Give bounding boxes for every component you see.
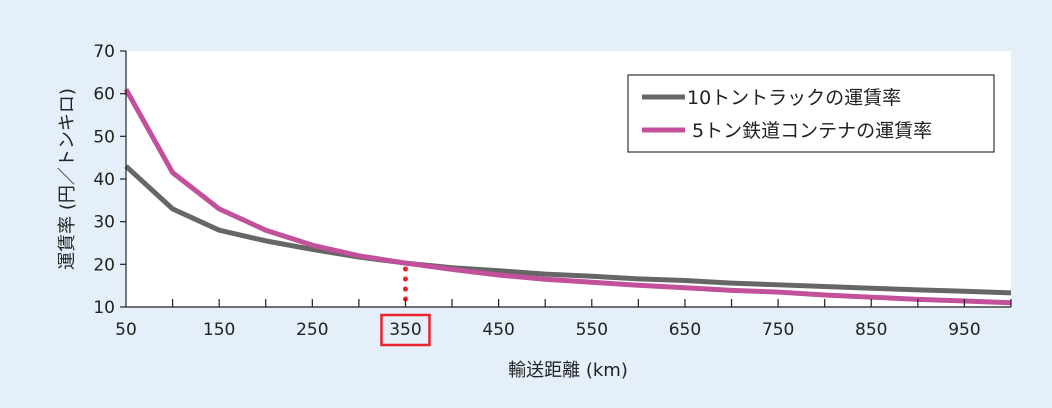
y-tick-label: 40 (93, 170, 115, 190)
x-tick-label: 450 (482, 320, 514, 340)
y-tick-label: 30 (93, 213, 115, 233)
x-tick-label: 250 (296, 320, 328, 340)
legend: 10トントラックの運賃率 5トン鉄道コンテナの運賃率 (627, 74, 995, 153)
y-tick-label: 70 (93, 42, 115, 62)
x-tick-label: 850 (855, 320, 887, 340)
x-tick-label: 950 (948, 320, 980, 340)
y-axis-title: 運賃率 (円／トンキロ) (57, 88, 78, 270)
x-tick-label: 550 (576, 320, 608, 340)
x-tick-labels: 50 150 250 350 450 550 650 750 850 950 (115, 320, 980, 340)
x-tick-label: 150 (203, 320, 235, 340)
series-line-0 (124, 164, 1012, 296)
series-layer (123, 88, 1012, 306)
series-line-1 (123, 88, 1012, 306)
y-tick-label: 60 (93, 85, 115, 105)
x-tick-label: 650 (669, 320, 701, 340)
axes (120, 50, 1012, 308)
highlight-box (380, 313, 431, 347)
x-tick-label: 750 (762, 320, 794, 340)
x-tick-label: 350 (389, 320, 421, 340)
y-tick-label: 50 (93, 127, 115, 147)
x-tick-label: 50 (115, 320, 137, 340)
legend-label-truck: 10トントラックの運賃率 (687, 87, 901, 109)
y-tick-labels: 10 20 30 40 50 60 70 (93, 42, 115, 318)
y-tick-label: 20 (93, 255, 115, 275)
legend-box (627, 74, 995, 153)
legend-label-rail: 5トン鉄道コンテナの運賃率 (692, 120, 932, 142)
y-tick-label: 10 (93, 298, 115, 318)
x-axis-title: 輸送距離 (km) (508, 360, 628, 381)
